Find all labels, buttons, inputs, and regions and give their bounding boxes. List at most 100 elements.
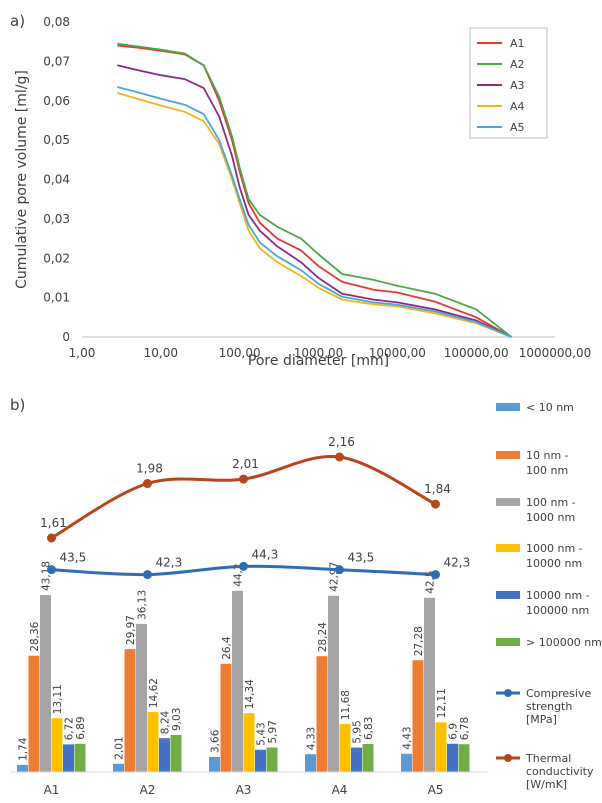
bar-value-label: 14,34 <box>244 679 256 709</box>
bar-a5-s3 <box>424 597 435 772</box>
legend-swatch <box>496 498 520 506</box>
compressive-strength-label: 42,3 <box>156 556 183 570</box>
thermal-conductivity-label: 1,61 <box>40 516 67 530</box>
y-tick-label: 0,06 <box>43 94 70 108</box>
thermal-conductivity-point <box>239 474 248 484</box>
bar-a5-s5 <box>447 743 458 772</box>
bar-a1-s3 <box>40 595 51 772</box>
bar-a3-s3 <box>232 590 243 772</box>
x-tick-label: 10,00 <box>144 346 178 360</box>
bar-value-label: 2,01 <box>113 736 125 759</box>
bar-value-label: 4,33 <box>305 727 317 750</box>
x-tick-label: 1000000,00 <box>519 346 592 360</box>
legend-label: 100 nm - <box>526 496 576 509</box>
y-tick-label: 0,03 <box>43 212 70 226</box>
compressive-strength-point <box>47 565 56 575</box>
bar-value-label: 11,68 <box>340 690 352 720</box>
bar-value-label: 28,36 <box>29 621 41 651</box>
compressive-strength-label: 43,5 <box>348 551 375 565</box>
bar-value-label: 6,72 <box>63 717 75 740</box>
bar-a2-s6 <box>170 735 182 772</box>
category-label: A4 <box>332 783 348 797</box>
thermal-conductivity-label: 1,84 <box>424 482 451 496</box>
legend-label: Thermal <box>525 752 571 765</box>
legend-label: A4 <box>510 100 525 113</box>
bar-value-label: 13,11 <box>52 684 64 714</box>
y-tick-label: 0,04 <box>43 173 70 187</box>
bar-a4-s6 <box>362 744 374 772</box>
bar-a2-s5 <box>159 738 170 772</box>
bar-value-label: 6,83 <box>363 717 375 740</box>
compressive-strength-label: 42,3 <box>444 556 471 570</box>
compressive-strength-point <box>431 570 440 580</box>
bar-value-label: 5,43 <box>255 722 267 745</box>
legend-swatch <box>496 638 520 646</box>
bar-a4-s1 <box>305 754 316 772</box>
bar-value-label: 27,28 <box>413 626 425 656</box>
compressive-strength-point <box>239 561 248 571</box>
x-tick-label: 10000,00 <box>369 346 426 360</box>
bar-a1-s2 <box>28 655 40 772</box>
legend-box <box>469 27 548 139</box>
chart-a: a) 0 0,01 0,02 0,03 0,04 0,05 0,06 0,07 0,08 1,00 1… <box>10 12 592 369</box>
legend-label: 100 nm <box>526 464 568 477</box>
bar-a2-s4 <box>147 712 159 772</box>
bar-value-label: 5,97 <box>267 720 279 743</box>
bar-value-label: 1,74 <box>17 737 29 761</box>
legend-label: A2 <box>510 58 525 71</box>
bar-a3-s2 <box>220 663 232 772</box>
legend-label: [W/mK] <box>526 778 567 791</box>
category-label: A3 <box>236 783 252 797</box>
compressive-strength-label: 43,5 <box>60 551 87 565</box>
bar-value-label: 28,24 <box>317 622 329 652</box>
bar-value-label: 36,13 <box>136 590 148 620</box>
bar-value-label: 8,24 <box>159 711 171 735</box>
legend-label: strength <box>526 700 572 713</box>
thermal-conductivity-point <box>335 452 344 462</box>
bar-a4-s2 <box>316 656 328 772</box>
bar-a3-s1 <box>209 757 220 772</box>
bar-value-label: 5,95 <box>351 720 363 743</box>
bar-a5-s4 <box>435 722 447 772</box>
legend-label: conductivity <box>526 765 594 778</box>
thermal-conductivity-label: 2,16 <box>328 435 355 449</box>
y-tick-label: 0,05 <box>43 133 70 147</box>
bar-a1-s5 <box>63 744 74 772</box>
x-tick-label: 1,00 <box>69 346 96 360</box>
chart-b: b) 1,74 2,01 3,66 4,33 4,43 28,36 29,97 26,4 28,2… <box>10 396 602 797</box>
series-line-a1 <box>117 44 512 338</box>
legend-label: > 100000 nm <box>526 636 602 649</box>
legend-label: 100000 nm <box>526 604 589 617</box>
y-tick-label: 0,02 <box>43 251 70 265</box>
legend-label: 1000 nm <box>526 511 575 524</box>
bar-a3-s6 <box>266 747 278 772</box>
legend-label: Compresive <box>526 687 591 700</box>
bar-value-label: 14,62 <box>148 678 160 708</box>
thermal-conductivity-point <box>47 533 56 543</box>
y-tick-label: 0,01 <box>43 291 70 305</box>
thermal-conductivity-label: 2,01 <box>232 457 259 471</box>
bar-a4-s5 <box>351 747 362 772</box>
bar-a1-s4 <box>51 718 63 772</box>
legend-swatch <box>496 591 520 599</box>
bar-a4-s4 <box>339 724 351 772</box>
legend-label: A1 <box>510 37 525 50</box>
bar-value-label: 3,66 <box>209 729 221 753</box>
legend-label: 1000 nm - <box>526 542 583 555</box>
bar-value-label: 26,4 <box>221 636 233 660</box>
legend-marker <box>504 689 512 697</box>
thermal-conductivity-label: 1,98 <box>136 462 163 476</box>
x-tick-label: 1000,00 <box>294 346 344 360</box>
bar-value-label: 12,11 <box>436 688 448 718</box>
series-line-a3 <box>117 64 512 338</box>
bar-a2-s3 <box>136 623 147 772</box>
series-line-a5 <box>117 86 512 338</box>
legend-label: 10 nm - <box>526 449 569 462</box>
legend-swatch <box>496 451 520 459</box>
legend-swatch <box>496 403 520 411</box>
compressive-strength-point <box>143 570 152 580</box>
category-label: A2 <box>140 783 156 797</box>
legend-label: [MPa] <box>526 713 557 726</box>
bar-value-label: 29,97 <box>125 615 137 645</box>
y-tick-label: 0,08 <box>43 15 70 29</box>
